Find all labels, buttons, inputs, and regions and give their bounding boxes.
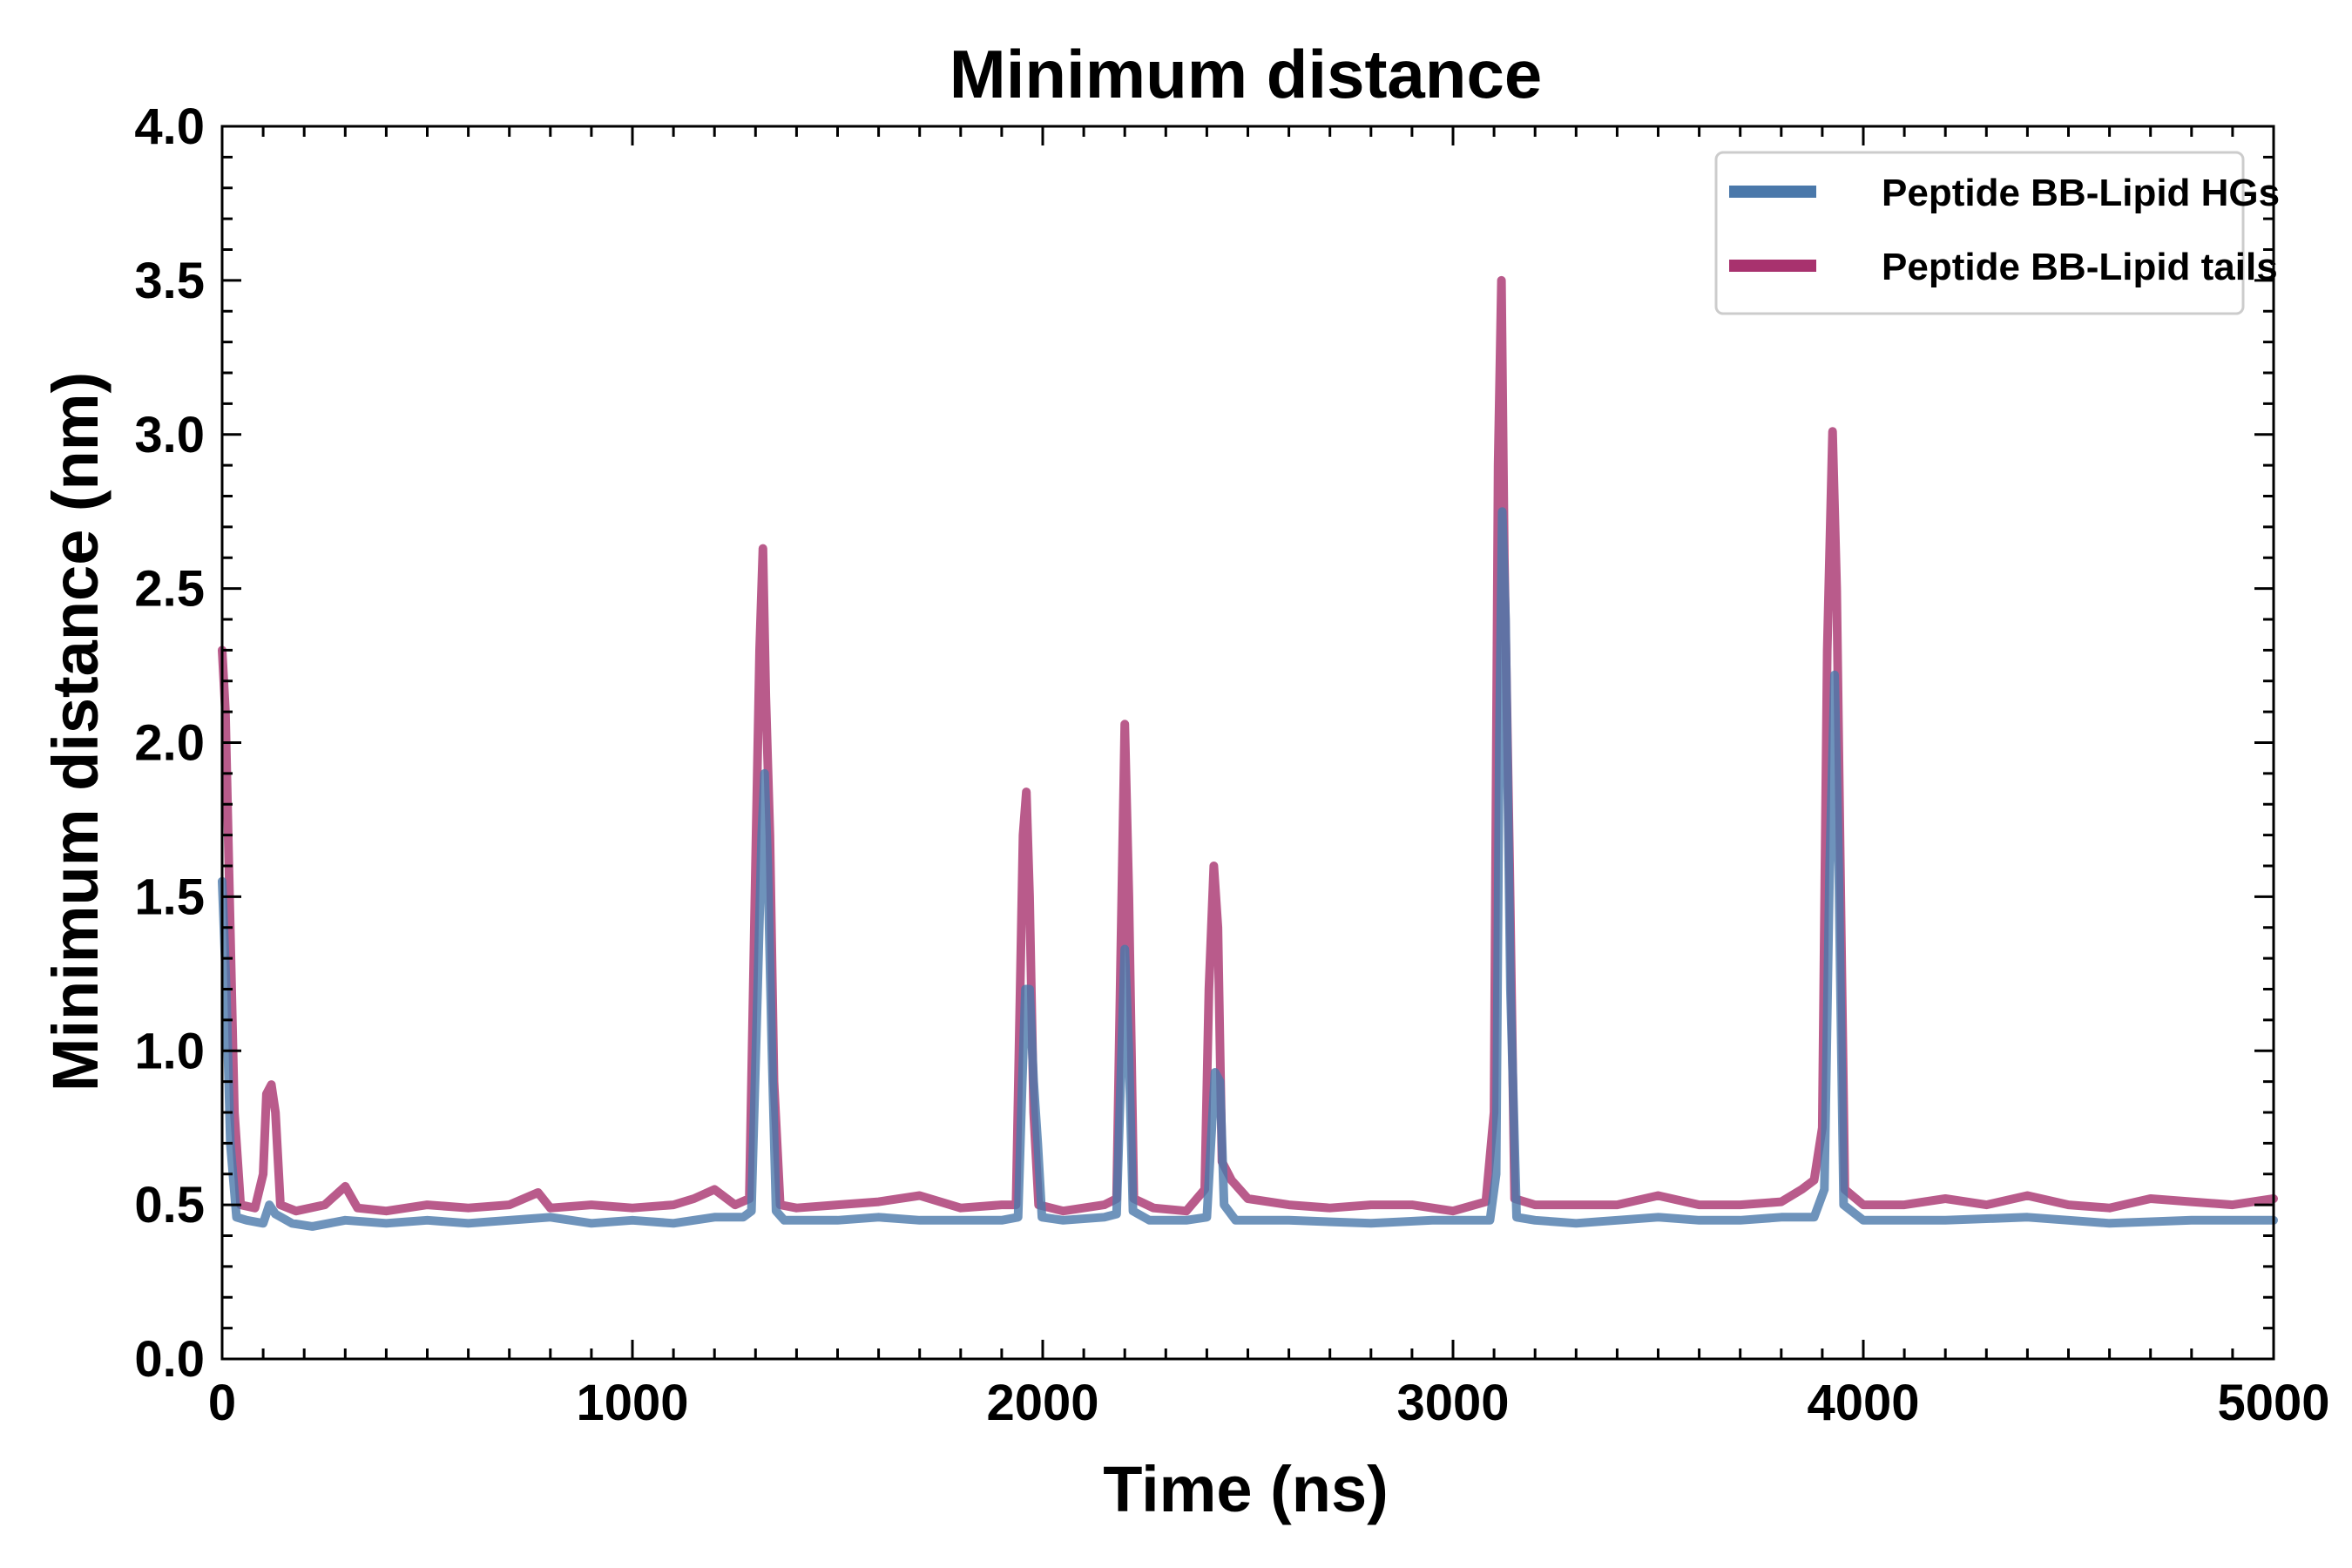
x-tick-label: 3000: [1396, 1375, 1509, 1431]
series-line-0: [218, 507, 2278, 1231]
chart-title: Minimum distance: [950, 36, 1542, 112]
x-axis-label: Time (ns): [1103, 1453, 1389, 1525]
plot-area: [218, 125, 2278, 1361]
series-line-1: [218, 275, 2278, 1216]
legend: Peptide BB-Lipid HGs Peptide BB-Lipid ta…: [1714, 151, 2280, 315]
x-tick-label: 2000: [986, 1375, 1098, 1431]
y-tick-label: 0.5: [134, 1177, 205, 1233]
y-tick-label: 1.0: [134, 1023, 205, 1079]
y-tick-label: 3.0: [134, 407, 205, 463]
y-tick-label: 0.0: [134, 1331, 205, 1388]
x-tick-label: 1000: [576, 1375, 688, 1431]
y-tick-label: 4.0: [134, 98, 205, 155]
y-tick-label: 1.5: [134, 868, 205, 925]
x-tick-label: 4000: [1807, 1375, 1919, 1431]
legend-label-tails: Peptide BB-Lipid tails: [1882, 246, 2278, 288]
legend-label-hgs: Peptide BB-Lipid HGs: [1882, 172, 2280, 214]
y-axis-label: Minimum distance (nm): [39, 372, 112, 1092]
legend-frame: [1714, 151, 2245, 315]
y-tick-label: 2.5: [134, 561, 205, 618]
y-tick-label: 2.0: [134, 715, 205, 772]
y-tick-label: 3.5: [134, 253, 205, 309]
x-tick-label: 5000: [2217, 1375, 2329, 1431]
x-tick-label: 0: [208, 1375, 236, 1431]
